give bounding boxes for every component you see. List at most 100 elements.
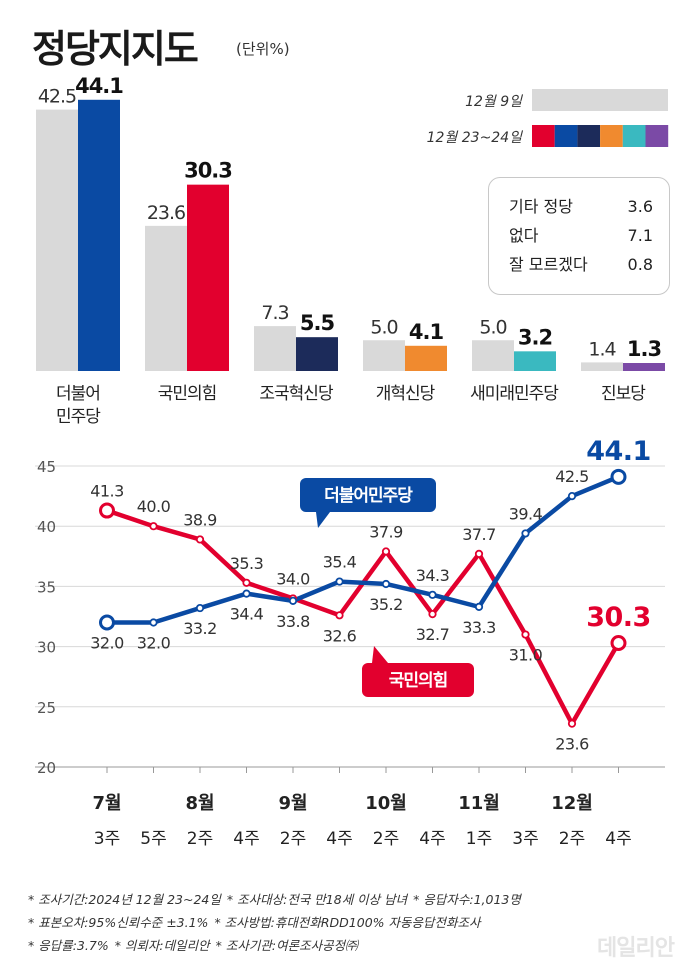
x-month-label: 9월 xyxy=(278,793,307,814)
bar-curr-label: 5.5 xyxy=(300,311,335,335)
democratic-data-label: 33.8 xyxy=(276,612,310,631)
bar-category-label: 민주당 xyxy=(56,407,101,427)
democratic-callout: 더불어민주당 xyxy=(300,478,436,528)
y-tick-label: 35 xyxy=(37,578,56,596)
x-week-label: 2주 xyxy=(187,829,213,849)
democratic-point xyxy=(567,491,577,501)
y-tick-label: 30 xyxy=(37,639,56,657)
other-value: 3.6 xyxy=(627,197,653,216)
y-tick-label: 40 xyxy=(37,518,56,536)
bar-prev-label: 1.4 xyxy=(588,338,616,360)
bar-curr-label: 3.2 xyxy=(518,325,552,349)
bar-category-label: 더불어 xyxy=(56,384,100,404)
democratic-data-label: 44.1 xyxy=(586,436,651,467)
legend-swatch-curr xyxy=(577,125,601,147)
y-tick-label: 45 xyxy=(37,458,56,476)
ppp-data-label: 31.0 xyxy=(509,646,543,665)
democratic-point xyxy=(149,618,158,627)
bar-curr-label: 1.3 xyxy=(627,337,661,361)
legend-swatch-curr xyxy=(645,125,669,147)
ppp-callout: 국민의힘 xyxy=(362,646,474,697)
watermark-logo: 데일리안 xyxy=(597,936,675,961)
bar-curr xyxy=(514,351,556,371)
democratic-point xyxy=(242,589,251,598)
ppp-data-label: 38.9 xyxy=(183,510,217,529)
bar-chart: 42.544.1 더불어민주당 23.6 30.3 국민의힘 7.3 5.5 조국혁신당 5.0… xyxy=(36,74,665,427)
bar-prev-label: 5.0 xyxy=(370,316,397,338)
legend-swatch-curr xyxy=(622,125,646,147)
ppp-data-label: 32.7 xyxy=(416,625,450,644)
x-week-label: 3주 xyxy=(94,829,120,849)
democratic-callout-box xyxy=(300,478,436,512)
bar-prev-label: 23.6 xyxy=(147,202,185,224)
legend-swatch-prev xyxy=(532,89,668,111)
democratic-data-label: 39.4 xyxy=(509,504,543,523)
x-week-label: 2주 xyxy=(280,829,306,849)
x-week-label: 1주 xyxy=(466,829,492,849)
ppp-callout-pointer xyxy=(372,646,388,663)
ppp-data-label: 37.9 xyxy=(369,522,403,541)
democratic-data-label: 34.3 xyxy=(416,566,450,585)
other-label: 잘 모르겠다 xyxy=(509,255,588,274)
bar-curr xyxy=(296,337,338,371)
x-week-label: 4주 xyxy=(419,829,445,849)
x-month-label: 7월 xyxy=(92,793,121,814)
other-value: 0.8 xyxy=(627,255,653,274)
democratic-callout-pointer xyxy=(316,512,330,528)
x-month-label: 10월 xyxy=(365,793,407,814)
bar-prev-label: 42.5 xyxy=(38,86,76,108)
other-row: 잘 모르겠다 0.8 xyxy=(509,250,653,279)
ppp-data-label: 30.3 xyxy=(586,602,651,633)
bar-curr-label: 4.1 xyxy=(409,320,444,344)
bar-category-label: 조국혁신당 xyxy=(259,384,334,404)
bar-curr-label: 30.3 xyxy=(184,159,232,183)
x-month-label: 8월 xyxy=(185,793,214,814)
democratic-callout-label: 더불어민주당 xyxy=(324,486,413,506)
bar-curr xyxy=(78,99,120,371)
bar-prev-label: 5.0 xyxy=(479,316,506,338)
unit-label: (단위%) xyxy=(236,40,290,58)
ppp-data-label: 23.6 xyxy=(555,735,589,754)
x-month-label: 12월 xyxy=(551,793,593,814)
democratic-point xyxy=(428,590,437,599)
ppp-point xyxy=(610,634,627,651)
x-week-label: 4주 xyxy=(326,829,352,849)
ppp-point xyxy=(474,549,484,558)
x-month-label: 11월 xyxy=(458,793,500,814)
democratic-point xyxy=(335,577,344,586)
ppp-point xyxy=(428,609,437,619)
ppp-data-label: 40.0 xyxy=(137,497,171,516)
y-tick-label: 20 xyxy=(37,759,56,777)
ppp-data-label: 37.7 xyxy=(462,525,496,544)
x-week-label: 4주 xyxy=(605,829,631,849)
bar-curr-label: 44.1 xyxy=(75,74,123,98)
bar-prev xyxy=(145,225,187,371)
other-responses-box: 기타 정당 3.6 없다 7.1 잘 모르겠다 0.8 xyxy=(488,177,670,295)
democratic-data-label: 33.3 xyxy=(462,618,496,637)
bar-prev xyxy=(472,340,514,371)
notes-line-1: * 조사기간:2024년 12월 23~24일 * 조사대상:전국 만18세 이상… xyxy=(28,892,521,907)
legend-swatch-curr xyxy=(554,125,578,147)
bar-curr xyxy=(405,345,447,371)
democratic-data-label: 34.4 xyxy=(230,605,264,624)
ppp-point xyxy=(149,522,158,531)
bar-category-label: 국민의힘 xyxy=(158,384,217,404)
ppp-data-label: 41.3 xyxy=(90,482,124,501)
other-label: 기타 정당 xyxy=(509,197,573,216)
ppp-data-label: 34.0 xyxy=(276,569,310,588)
democratic-data-label: 42.5 xyxy=(555,467,589,486)
bar-curr xyxy=(187,184,229,371)
democratic-data-label: 33.2 xyxy=(183,619,217,638)
democratic-line xyxy=(107,474,620,625)
x-week-label: 2주 xyxy=(559,829,585,849)
ppp-point xyxy=(242,578,251,587)
ppp-point xyxy=(99,502,115,519)
democratic-data-label: 32.0 xyxy=(90,634,124,653)
democratic-point xyxy=(521,529,530,538)
line-chart: 20 25 30 35 40 45 3주 5주 2주 4주 2주 4주 2주 4주 1주 3주 2주 4주 7월 8월… xyxy=(35,436,665,849)
democratic-data-label: 35.4 xyxy=(323,553,357,572)
bar-prev xyxy=(581,362,623,371)
x-week-label: 5주 xyxy=(140,829,166,849)
democratic-point xyxy=(195,603,205,613)
